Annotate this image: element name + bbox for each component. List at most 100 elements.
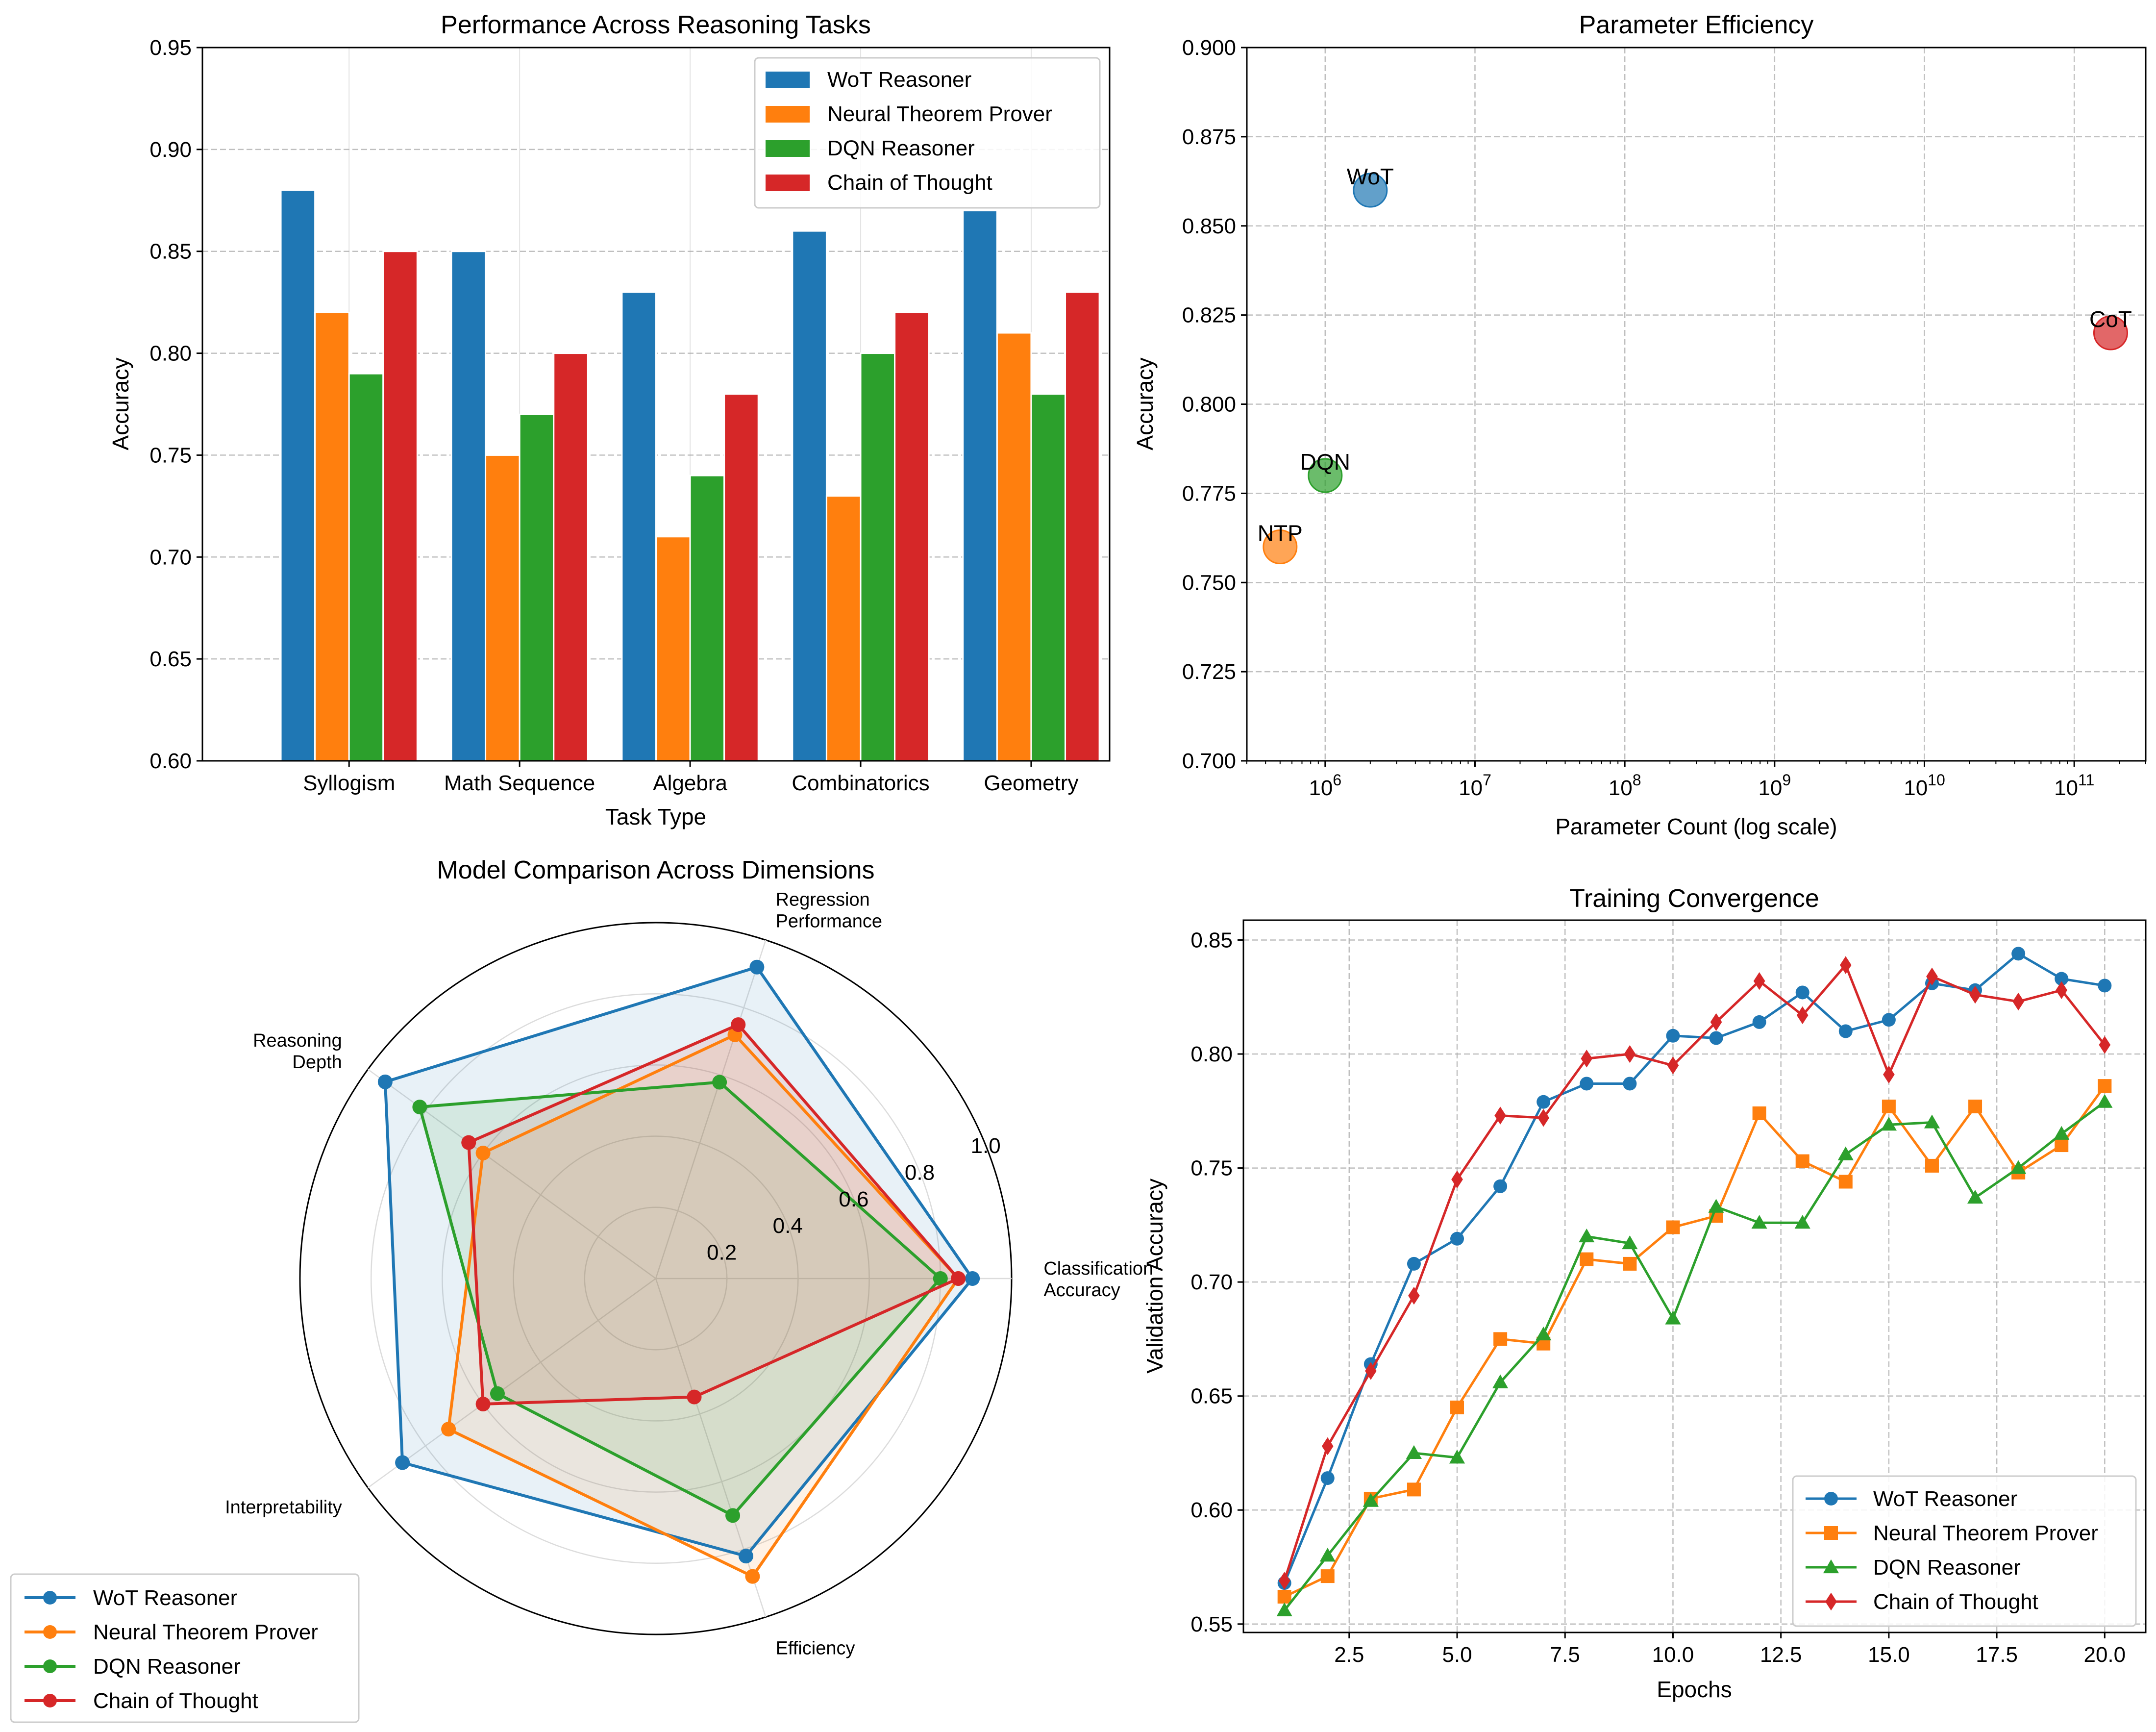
series-point (1967, 1189, 1983, 1204)
series-point (1320, 1569, 1335, 1583)
legend-frame (1792, 1475, 2137, 1627)
legend-label: Neural Theorem Prover (1873, 1521, 2098, 1545)
radar-point (490, 1386, 505, 1401)
series-point (1579, 1229, 1595, 1243)
bar (723, 393, 759, 762)
series-point (2097, 1094, 2113, 1108)
series-point (1883, 1065, 1895, 1084)
radar-axis-label: Accuracy (1043, 1280, 1120, 1301)
radar-point (461, 1135, 476, 1150)
series-point (1537, 1109, 1550, 1127)
legend-label: Chain of Thought (93, 1689, 258, 1713)
radar-r-tick-label: 1.0 (971, 1134, 1001, 1158)
line-chart-xlabel: Epochs (1657, 1677, 1732, 1702)
legend-swatch (766, 106, 810, 123)
radar-title: Model Comparison Across Dimensions (437, 856, 874, 884)
y-tick-label: 0.65 (149, 647, 192, 671)
bar-chart-xlabel: Task Type (605, 804, 706, 829)
x-tick-label: 106 (1309, 771, 1341, 800)
x-tick-label: 1010 (1904, 771, 1945, 800)
bar (280, 189, 316, 762)
series-point (1752, 1015, 1766, 1029)
bar (689, 475, 725, 762)
series-point (1796, 1006, 1809, 1025)
x-tick-label: 5.0 (1442, 1643, 1472, 1667)
legend-marker (43, 1625, 57, 1639)
series-point (1449, 1450, 1465, 1464)
point-label: DQN (1300, 449, 1350, 475)
x-tick-label: Syllogism (303, 771, 395, 795)
series-point (1320, 1471, 1335, 1485)
series-point (1752, 1106, 1766, 1120)
bar (348, 373, 384, 762)
series-point (1709, 1031, 1723, 1045)
x-tick-label: 10.0 (1652, 1643, 1694, 1667)
bar (519, 413, 555, 762)
legend-marker (43, 1659, 57, 1673)
scatter-point (1263, 529, 1298, 564)
bar (450, 251, 487, 762)
series-line (1283, 964, 2106, 1581)
scatter-ylabel: Accuracy (1132, 357, 1158, 450)
legend-marker (1824, 1492, 1838, 1506)
y-tick-label: 0.80 (1190, 1042, 1233, 1066)
series-point (1276, 1602, 1292, 1616)
series-point (1363, 1493, 1379, 1507)
y-tick-label: 0.700 (1182, 749, 1236, 773)
radar-legend: WoT Reasoner Neural Theorem Prover DQN Rea… (10, 1573, 360, 1723)
bar-chart-performance: 0.60 0.65 0.70 0.75 0.80 0.85 0.90 0.95 Syllogi… (108, 11, 1111, 829)
legend-label: WoT Reasoner (93, 1586, 237, 1610)
series-point (1882, 1099, 1896, 1113)
x-tick-label: Combinatorics (792, 771, 929, 795)
legend-label: DQN Reasoner (1873, 1556, 2021, 1580)
series-point (1580, 1252, 1594, 1266)
series-point (1968, 1099, 1983, 1113)
x-tick-label: 7.5 (1550, 1643, 1580, 1667)
legend-swatch (766, 175, 810, 191)
x-tick-label: 107 (1459, 771, 1491, 800)
radar-point (441, 1422, 456, 1437)
y-tick-label: 0.80 (149, 342, 192, 366)
series-point (1451, 1170, 1463, 1189)
scatter-xlabel: Parameter Count (log scale) (1555, 814, 1837, 839)
series-point (1536, 1327, 1552, 1341)
x-tick-label: 1011 (2054, 771, 2094, 800)
series-point (1492, 1374, 1509, 1388)
y-tick-label: 0.725 (1182, 660, 1236, 684)
series-point (2010, 1160, 2027, 1174)
series-point (1536, 1095, 1551, 1109)
x-tick-label: 20.0 (2083, 1643, 2126, 1667)
series-point (2055, 1138, 2069, 1153)
x-tick-label: 109 (1758, 771, 1791, 800)
bar-chart-title: Performance Across Reasoning Tasks (441, 11, 871, 39)
radar-fill (469, 1025, 959, 1405)
radar-line (467, 1023, 960, 1406)
bar-chart-ylabel: Accuracy (108, 357, 133, 450)
radar-point (745, 1569, 760, 1584)
legend-label: WoT Reasoner (1873, 1487, 2017, 1511)
bar (962, 210, 998, 762)
bar (860, 352, 896, 762)
radar-axis-label: Performance (776, 911, 883, 931)
series-point (1753, 972, 1765, 990)
y-tick-label: 0.75 (149, 443, 192, 467)
series-line (1283, 952, 2105, 1584)
series-point (1666, 1029, 1680, 1043)
radar-fill (448, 1034, 959, 1577)
legend-marker (1825, 1592, 1837, 1611)
scatter-point (1308, 458, 1343, 493)
bar (655, 536, 691, 762)
series-line (1284, 1085, 2106, 1598)
y-tick-label: 0.85 (149, 240, 192, 264)
y-tick-label: 0.800 (1182, 393, 1236, 417)
series-point (1837, 1146, 1854, 1160)
x-tick-label: Geometry (984, 771, 1078, 795)
series-point (2098, 979, 2112, 993)
radar-axis-label: Reasoning (253, 1030, 342, 1051)
series-point (1794, 1215, 1810, 1229)
legend-label: Chain of Thought (1873, 1590, 2038, 1614)
y-tick-label: 0.825 (1182, 303, 1236, 327)
y-tick-label: 0.875 (1182, 125, 1236, 149)
series-point (1321, 1437, 1334, 1456)
